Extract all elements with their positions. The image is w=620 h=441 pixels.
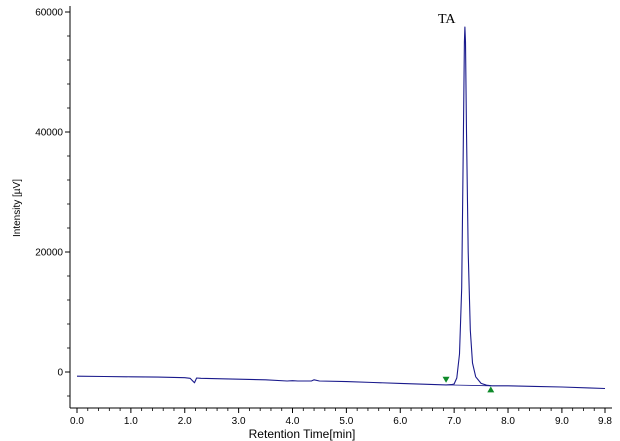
x-tick-label: 4.0: [286, 416, 300, 427]
y-tick-label: 40000: [35, 128, 63, 139]
y-tick-label: 60000: [35, 8, 63, 19]
x-axis-title: Retention Time[min]: [249, 427, 356, 441]
x-tick-label: 6.0: [393, 416, 407, 427]
y-tick-label: 20000: [35, 248, 63, 259]
y-axis-ticks: 0 20000 40000 60000: [35, 8, 70, 397]
x-tick-label: 9.0: [555, 416, 569, 427]
integration-baseline: [446, 384, 491, 387]
y-tick-label: 0: [57, 368, 63, 379]
y-axis-title: Intensity [µV]: [12, 179, 23, 237]
peak-annotation-ta: TA: [438, 12, 456, 27]
x-tick-label: 9.8: [598, 416, 612, 427]
x-tick-label: 8.0: [501, 416, 515, 427]
x-tick-label: 7.0: [447, 416, 461, 427]
x-tick-label: 5.0: [339, 416, 353, 427]
x-tick-label: 1.0: [124, 416, 138, 427]
peak-start-marker: [442, 376, 450, 383]
peak-end-marker: [487, 386, 495, 393]
plot-area: [69, 6, 612, 409]
x-tick-label: 3.0: [232, 416, 246, 427]
chromatogram-trace: [76, 26, 606, 390]
x-tick-label: 0.0: [70, 416, 84, 427]
x-axis-ticks: 0.0 1.0 2.0 3.0 4.0 5.0 6.0 7.0 8.0 9.0 9.8: [70, 408, 612, 427]
x-tick-label: 2.0: [178, 416, 192, 427]
